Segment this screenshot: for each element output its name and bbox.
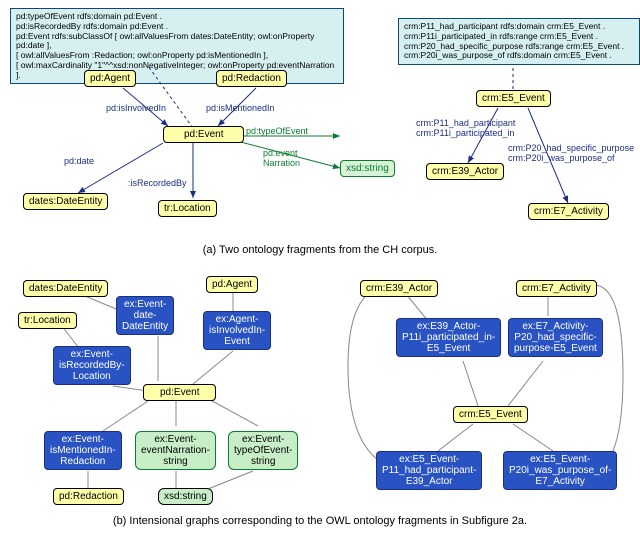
node-event: pd:Event: [163, 126, 244, 143]
node-e39: crm:E39_Actor: [426, 163, 504, 180]
caption-a: (a) Two ontology fragments from the CH c…: [8, 244, 632, 256]
bb-red: ex:Event- isMentionedIn- Redaction: [44, 431, 122, 470]
b-e5: crm:E5_Event: [453, 406, 528, 423]
node-redaction: pd:Redaction: [216, 70, 287, 87]
b-redaction: pd:Redaction: [53, 488, 124, 505]
b-e39: crm:E39_Actor: [360, 280, 438, 297]
bb-loc: ex:Event- isRecordedBy- Location: [53, 346, 131, 385]
node-date: dates:DateEntity: [23, 193, 108, 210]
b-xsd: xsd:string: [158, 488, 213, 505]
b-date: dates:DateEntity: [23, 280, 108, 297]
lbl-isMentionedIn: pd:isMentionedIn: [206, 103, 275, 113]
note-left-line: [ owl:maxCardinality "1"^^xsd:nonNegativ…: [16, 61, 338, 81]
bb-p20i: ex:E5_Event- P20i_was_purpose_of- E7_Act…: [503, 451, 617, 490]
lbl-p20: crm:P20_had_specific_purpose crm:P20i_wa…: [508, 143, 634, 163]
b-e7: crm:E7_Activity: [516, 280, 597, 297]
b-loc: tr:Location: [18, 312, 77, 329]
bb-p11: ex:E5_Event- P11_had_participant- E39_Ac…: [376, 451, 482, 490]
lbl-isInvolvedIn: pd:isInvolvedIn: [106, 103, 166, 113]
b-event: pd:Event: [143, 384, 216, 401]
note-left: pd:typeOfEvent rdfs:domain pd:Event . pd…: [10, 8, 344, 84]
node-e7: crm:E7_Activity: [528, 203, 609, 220]
bb-narr: ex:Event- eventNarration- string: [135, 431, 216, 470]
bb-p20: ex:E7_Activity- P20_had_specific- purpos…: [508, 318, 603, 357]
note-right-line: crm:P20i_was_purpose_of rdfs:domain crm:…: [404, 51, 634, 61]
node-xsd: xsd:string: [340, 160, 395, 177]
bb-type: ex:Event- typeOfEvent- string: [228, 431, 298, 470]
panel-b: dates:DateEntity tr:Location pd:Agent pd…: [8, 266, 632, 511]
node-agent: pd:Agent: [84, 70, 136, 87]
node-e5: crm:E5_Event: [476, 90, 551, 107]
lbl-pdDate: pd:date: [64, 156, 94, 166]
note-left-line: pd:Event rdfs:subClassOf [ owl:allValues…: [16, 32, 338, 52]
note-right: crm:P11_had_participant rdfs:domain crm:…: [398, 18, 640, 65]
lbl-eventNarration: pd:event Narration: [263, 148, 300, 168]
caption-b: (b) Intensional graphs corresponding to …: [8, 515, 632, 527]
lbl-isRecordedBy: :isRecordedBy: [128, 178, 187, 188]
b-agent: pd:Agent: [206, 276, 258, 293]
bb-agent: ex:Agent- isInvolvedIn- Event: [203, 311, 271, 350]
lbl-typeOfEvent: pd:typeOfEvent: [246, 126, 308, 136]
bb-p11i: ex:E39_Actor- P11i_participated_in- E5_E…: [396, 318, 501, 357]
lbl-p11: crm:P11_had_participant crm:P11i_partici…: [416, 118, 515, 138]
bb-date: ex:Event- date- DateEntity: [116, 296, 174, 335]
panel-a: pd:typeOfEvent rdfs:domain pd:Event . pd…: [8, 8, 632, 240]
node-loc: tr:Location: [158, 200, 217, 217]
